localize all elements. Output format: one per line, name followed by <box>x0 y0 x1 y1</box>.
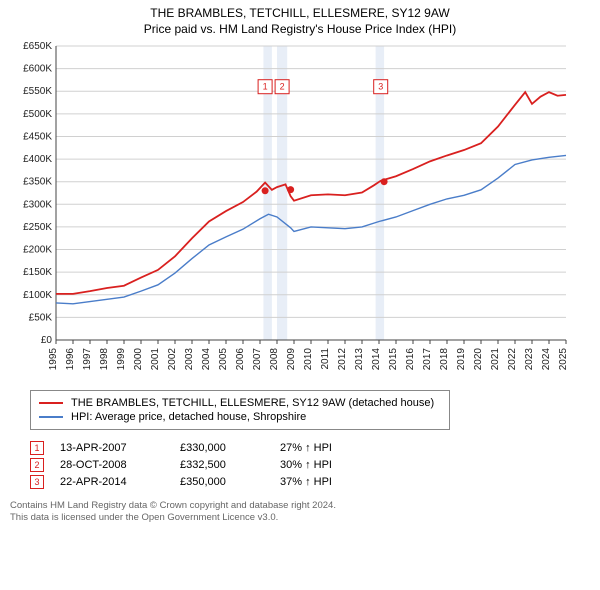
legend-swatch-icon <box>39 416 63 418</box>
svg-text:2000: 2000 <box>133 348 144 371</box>
sale-marker-icon: 1 <box>30 441 44 455</box>
chart-title: THE BRAMBLES, TETCHILL, ELLESMERE, SY12 … <box>10 6 590 20</box>
svg-text:£500K: £500K <box>23 109 52 120</box>
svg-text:2013: 2013 <box>354 348 365 371</box>
svg-text:2007: 2007 <box>252 348 263 371</box>
svg-text:£100K: £100K <box>23 290 52 301</box>
sale-price: £350,000 <box>180 476 280 488</box>
svg-text:2015: 2015 <box>388 348 399 371</box>
sale-hpi: 37% ↑ HPI <box>280 476 380 488</box>
svg-text:2012: 2012 <box>337 348 348 371</box>
sale-hpi: 27% ↑ HPI <box>280 442 380 454</box>
title-block: THE BRAMBLES, TETCHILL, ELLESMERE, SY12 … <box>10 6 590 36</box>
table-row: 3 22-APR-2014 £350,000 37% ↑ HPI <box>30 475 590 489</box>
legend-label: THE BRAMBLES, TETCHILL, ELLESMERE, SY12 … <box>71 397 434 409</box>
svg-text:2011: 2011 <box>320 348 331 370</box>
footnote: Contains HM Land Registry data © Crown c… <box>10 500 590 525</box>
svg-text:£550K: £550K <box>23 86 52 97</box>
svg-text:1999: 1999 <box>116 348 127 371</box>
legend-row: HPI: Average price, detached house, Shro… <box>39 411 441 423</box>
svg-text:£350K: £350K <box>23 177 52 188</box>
svg-text:£400K: £400K <box>23 154 52 165</box>
svg-text:2025: 2025 <box>558 348 569 371</box>
svg-text:2008: 2008 <box>269 348 280 371</box>
svg-text:2023: 2023 <box>524 348 535 371</box>
legend-label: HPI: Average price, detached house, Shro… <box>71 411 306 423</box>
svg-text:£300K: £300K <box>23 199 52 210</box>
svg-text:2014: 2014 <box>371 348 382 371</box>
svg-text:2017: 2017 <box>422 348 433 371</box>
sale-marker-number: 2 <box>34 460 39 470</box>
svg-text:£250K: £250K <box>23 222 52 233</box>
sale-price: £330,000 <box>180 442 280 454</box>
svg-text:1997: 1997 <box>82 348 93 371</box>
svg-text:2004: 2004 <box>201 348 212 371</box>
footnote-line: This data is licensed under the Open Gov… <box>10 512 590 524</box>
legend-box: THE BRAMBLES, TETCHILL, ELLESMERE, SY12 … <box>30 390 450 430</box>
sale-date: 28-OCT-2008 <box>60 459 180 471</box>
chart-subtitle: Price paid vs. HM Land Registry's House … <box>10 22 590 36</box>
table-row: 2 28-OCT-2008 £332,500 30% ↑ HPI <box>30 458 590 472</box>
sales-table: 1 13-APR-2007 £330,000 27% ↑ HPI 2 28-OC… <box>30 438 590 492</box>
svg-text:£600K: £600K <box>23 64 52 75</box>
svg-text:£450K: £450K <box>23 131 52 142</box>
svg-text:2020: 2020 <box>473 348 484 371</box>
legend-swatch-icon <box>39 402 63 404</box>
chart-container: THE BRAMBLES, TETCHILL, ELLESMERE, SY12 … <box>0 0 600 590</box>
svg-text:£0: £0 <box>41 335 53 346</box>
svg-text:1995: 1995 <box>48 348 59 371</box>
footnote-line: Contains HM Land Registry data © Crown c… <box>10 500 590 512</box>
svg-text:2021: 2021 <box>490 348 501 371</box>
sale-date: 22-APR-2014 <box>60 476 180 488</box>
svg-text:2009: 2009 <box>286 348 297 371</box>
svg-text:2016: 2016 <box>405 348 416 371</box>
svg-text:1996: 1996 <box>65 348 76 371</box>
svg-text:£650K: £650K <box>23 41 52 52</box>
legend-row: THE BRAMBLES, TETCHILL, ELLESMERE, SY12 … <box>39 397 441 409</box>
svg-text:1998: 1998 <box>99 348 110 371</box>
sale-marker-number: 1 <box>34 443 39 453</box>
svg-text:2006: 2006 <box>235 348 246 371</box>
line-chart-svg: £0 £50K £100K £150K £200K £250K £300K £350K £400… <box>10 40 570 382</box>
svg-text:2001: 2001 <box>150 348 161 371</box>
svg-text:3: 3 <box>378 82 383 92</box>
svg-text:2003: 2003 <box>184 348 195 371</box>
svg-text:2: 2 <box>280 82 285 92</box>
svg-text:2024: 2024 <box>541 348 552 371</box>
svg-text:2005: 2005 <box>218 348 229 371</box>
chart-area: £0 £50K £100K £150K £200K £250K £300K £350K £400… <box>10 40 590 382</box>
sale-date: 13-APR-2007 <box>60 442 180 454</box>
svg-text:1: 1 <box>263 82 268 92</box>
svg-text:2022: 2022 <box>507 348 518 371</box>
sale-hpi: 30% ↑ HPI <box>280 459 380 471</box>
svg-text:£50K: £50K <box>29 312 53 323</box>
svg-text:2002: 2002 <box>167 348 178 371</box>
sale-marker-number: 3 <box>34 477 39 487</box>
sale-marker-icon: 2 <box>30 458 44 472</box>
svg-text:2018: 2018 <box>439 348 450 371</box>
svg-text:2019: 2019 <box>456 348 467 371</box>
svg-text:£150K: £150K <box>23 267 52 278</box>
sale-price: £332,500 <box>180 459 280 471</box>
svg-text:£200K: £200K <box>23 245 52 256</box>
table-row: 1 13-APR-2007 £330,000 27% ↑ HPI <box>30 441 590 455</box>
svg-text:2010: 2010 <box>303 348 314 371</box>
sale-marker-icon: 3 <box>30 475 44 489</box>
